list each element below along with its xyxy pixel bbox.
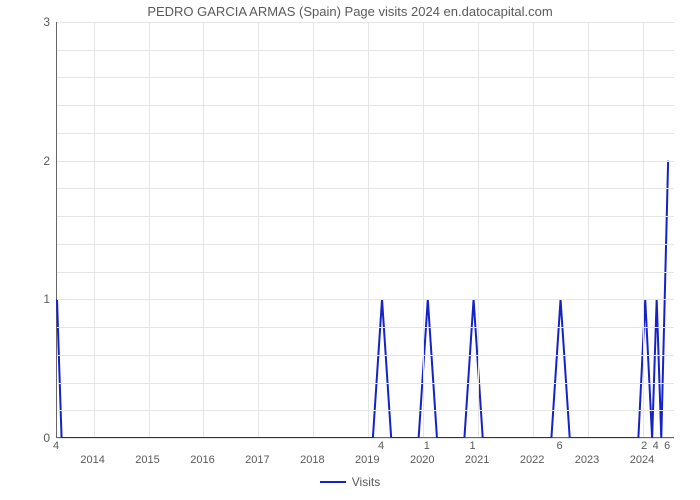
x-tick-label: 2024 — [630, 454, 654, 466]
y-tick-label: 3 — [24, 15, 50, 29]
gridline-h — [57, 299, 674, 300]
gridline-v — [588, 22, 589, 437]
legend-item-visits: Visits — [320, 475, 380, 489]
gridline-h — [57, 410, 674, 411]
gridline-h — [57, 50, 674, 51]
line-series — [57, 22, 675, 438]
gridline-v — [533, 22, 534, 437]
gridline-h — [57, 22, 674, 23]
gridline-v — [643, 22, 644, 437]
data-value-label: 1 — [470, 440, 476, 452]
y-tick-label: 0 — [24, 431, 50, 445]
data-value-label: 6 — [556, 440, 562, 452]
gridline-h — [57, 188, 674, 189]
data-value-label: 6 — [664, 440, 670, 452]
x-tick-label: 2014 — [80, 454, 104, 466]
gridline-h — [57, 77, 674, 78]
gridline-v — [478, 22, 479, 437]
chart-title: PEDRO GARCIA ARMAS (Spain) Page visits 2… — [0, 4, 700, 19]
x-tick-label: 2019 — [355, 454, 379, 466]
gridline-v — [94, 22, 95, 437]
gridline-v — [423, 22, 424, 437]
chart-container: PEDRO GARCIA ARMAS (Spain) Page visits 2… — [0, 0, 700, 500]
gridline-h — [57, 383, 674, 384]
gridline-v — [313, 22, 314, 437]
y-tick-label: 1 — [24, 292, 50, 306]
x-tick-label: 2016 — [190, 454, 214, 466]
gridline-h — [57, 327, 674, 328]
x-tick-label: 2023 — [575, 454, 599, 466]
gridline-h — [57, 244, 674, 245]
x-tick-label: 2022 — [520, 454, 544, 466]
x-tick-label: 2021 — [465, 454, 489, 466]
gridline-h — [57, 438, 674, 439]
gridline-h — [57, 133, 674, 134]
y-tick-label: 2 — [24, 154, 50, 168]
x-tick-label: 2018 — [300, 454, 324, 466]
gridline-h — [57, 216, 674, 217]
data-value-label: 1 — [424, 440, 430, 452]
gridline-h — [57, 161, 674, 162]
x-tick-label: 2015 — [135, 454, 159, 466]
x-tick-label: 2017 — [245, 454, 269, 466]
legend-swatch — [320, 481, 346, 483]
data-value-label: 4 — [53, 440, 59, 452]
x-tick-label: 2020 — [410, 454, 434, 466]
gridline-v — [368, 22, 369, 437]
gridline-h — [57, 105, 674, 106]
gridline-h — [57, 355, 674, 356]
gridline-v — [149, 22, 150, 437]
data-value-label: 4 — [378, 440, 384, 452]
legend-label: Visits — [352, 475, 380, 489]
gridline-v — [203, 22, 204, 437]
legend: Visits — [0, 472, 700, 489]
data-value-label: 4 — [653, 440, 659, 452]
data-value-label: 2 — [641, 440, 647, 452]
plot-area — [56, 22, 674, 438]
gridline-v — [258, 22, 259, 437]
gridline-h — [57, 272, 674, 273]
